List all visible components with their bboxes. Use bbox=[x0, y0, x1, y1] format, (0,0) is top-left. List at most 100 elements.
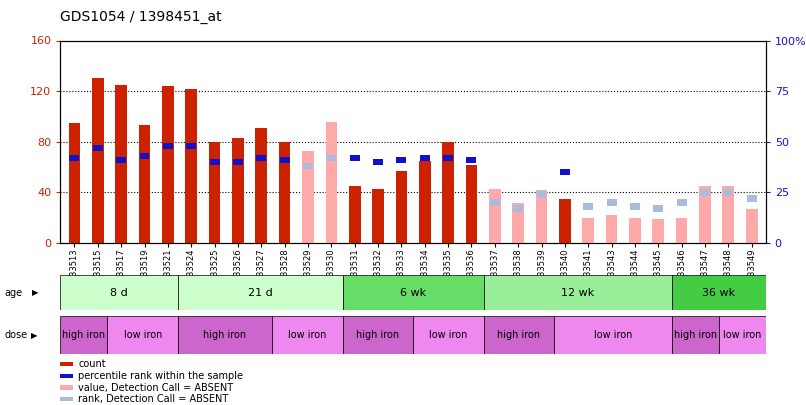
Text: value, Detection Call = ABSENT: value, Detection Call = ABSENT bbox=[78, 383, 233, 392]
Bar bbox=[178, 316, 272, 354]
Bar bbox=[186, 143, 196, 149]
Bar bbox=[303, 163, 313, 169]
Text: 21 d: 21 d bbox=[248, 288, 272, 298]
Bar bbox=[513, 205, 523, 212]
Bar bbox=[272, 316, 343, 354]
Bar bbox=[559, 199, 571, 243]
Bar bbox=[232, 138, 243, 243]
Bar bbox=[484, 316, 554, 354]
Bar bbox=[584, 203, 593, 210]
Bar bbox=[343, 316, 413, 354]
Bar bbox=[490, 199, 500, 206]
Bar bbox=[607, 199, 617, 206]
Text: high iron: high iron bbox=[356, 330, 400, 340]
Bar bbox=[349, 186, 360, 243]
Bar bbox=[484, 275, 671, 310]
Bar bbox=[700, 189, 710, 196]
Bar bbox=[69, 123, 81, 243]
Bar bbox=[115, 85, 127, 243]
Bar bbox=[60, 374, 73, 378]
Bar bbox=[420, 155, 430, 161]
Bar bbox=[343, 275, 484, 310]
Text: low iron: low iron bbox=[429, 330, 467, 340]
Bar bbox=[60, 362, 73, 367]
Bar bbox=[139, 125, 151, 243]
Text: ▶: ▶ bbox=[32, 288, 39, 297]
Bar bbox=[396, 171, 407, 243]
Text: age: age bbox=[4, 288, 22, 298]
Bar bbox=[116, 157, 126, 163]
Text: 36 wk: 36 wk bbox=[702, 288, 735, 298]
Text: GDS1054 / 1398451_at: GDS1054 / 1398451_at bbox=[60, 10, 222, 24]
Bar bbox=[209, 142, 220, 243]
Text: rank, Detection Call = ABSENT: rank, Detection Call = ABSENT bbox=[78, 394, 228, 404]
Bar bbox=[606, 215, 617, 243]
Bar bbox=[654, 205, 663, 212]
Bar bbox=[671, 275, 766, 310]
Bar bbox=[185, 89, 197, 243]
Bar bbox=[554, 316, 671, 354]
Text: percentile rank within the sample: percentile rank within the sample bbox=[78, 371, 243, 381]
Text: low iron: low iron bbox=[288, 330, 326, 340]
Bar bbox=[256, 155, 266, 161]
Bar bbox=[139, 153, 149, 159]
Bar bbox=[746, 209, 758, 243]
Bar bbox=[652, 219, 664, 243]
Bar bbox=[279, 142, 290, 243]
Text: low iron: low iron bbox=[123, 330, 162, 340]
Bar bbox=[467, 157, 476, 163]
Bar bbox=[560, 169, 570, 175]
Bar bbox=[536, 190, 547, 243]
Bar bbox=[466, 164, 477, 243]
Text: count: count bbox=[78, 359, 106, 369]
Bar bbox=[233, 159, 243, 165]
Bar bbox=[671, 316, 719, 354]
Bar bbox=[489, 189, 501, 243]
Text: 8 d: 8 d bbox=[110, 288, 128, 298]
Text: ▶: ▶ bbox=[31, 330, 37, 340]
Text: high iron: high iron bbox=[203, 330, 247, 340]
Bar bbox=[372, 189, 384, 243]
Bar bbox=[256, 128, 267, 243]
Bar bbox=[280, 157, 289, 163]
Bar bbox=[413, 316, 484, 354]
Bar bbox=[69, 155, 80, 161]
Bar bbox=[210, 159, 219, 165]
Text: low iron: low iron bbox=[723, 330, 762, 340]
Bar bbox=[397, 157, 406, 163]
Bar bbox=[629, 218, 641, 243]
Bar bbox=[442, 142, 454, 243]
Bar bbox=[419, 161, 430, 243]
Bar bbox=[373, 159, 383, 165]
Bar bbox=[722, 186, 734, 243]
Bar bbox=[326, 155, 336, 161]
Bar bbox=[350, 155, 359, 161]
Bar bbox=[60, 275, 178, 310]
Bar bbox=[630, 203, 640, 210]
Bar bbox=[723, 189, 733, 196]
Bar bbox=[93, 145, 103, 151]
Text: high iron: high iron bbox=[62, 330, 106, 340]
Bar bbox=[60, 316, 107, 354]
Bar bbox=[746, 195, 757, 202]
Bar bbox=[163, 143, 172, 149]
Text: 12 wk: 12 wk bbox=[561, 288, 594, 298]
Bar bbox=[107, 316, 178, 354]
Text: high iron: high iron bbox=[497, 330, 541, 340]
Bar bbox=[326, 122, 337, 243]
Bar bbox=[162, 86, 174, 243]
Bar bbox=[443, 155, 453, 161]
Text: dose: dose bbox=[4, 330, 27, 340]
Bar bbox=[537, 191, 546, 198]
Text: low iron: low iron bbox=[594, 330, 632, 340]
Text: high iron: high iron bbox=[674, 330, 717, 340]
Bar bbox=[699, 186, 711, 243]
Bar bbox=[60, 397, 73, 401]
Bar bbox=[60, 386, 73, 390]
Text: 6 wk: 6 wk bbox=[400, 288, 426, 298]
Bar bbox=[675, 218, 688, 243]
Bar bbox=[583, 218, 594, 243]
Bar bbox=[302, 151, 314, 243]
Bar bbox=[719, 316, 766, 354]
Bar bbox=[677, 199, 687, 206]
